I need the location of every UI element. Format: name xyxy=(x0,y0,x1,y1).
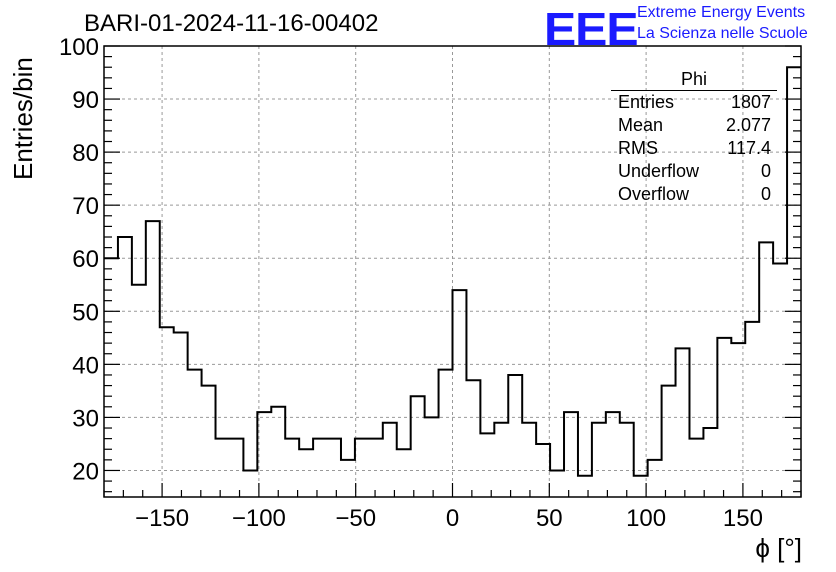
histogram-bin xyxy=(689,439,703,497)
histogram-bin xyxy=(564,412,578,497)
histogram-bin xyxy=(341,460,355,497)
histogram-bin xyxy=(773,264,787,497)
stats-label: Mean xyxy=(618,115,664,135)
y-tick-label: 30 xyxy=(72,405,99,432)
histogram-bin xyxy=(285,439,299,497)
histogram-bin xyxy=(313,439,327,497)
y-tick-label: 80 xyxy=(72,140,99,167)
histogram-bin xyxy=(216,439,230,497)
histogram-bin xyxy=(229,439,243,497)
histogram-bin xyxy=(425,417,439,497)
histogram-bin xyxy=(508,375,522,497)
stats-value: 0 xyxy=(760,161,771,181)
chart-title: BARI-01-2024-11-16-00402 xyxy=(84,10,379,37)
histogram-bin xyxy=(592,423,606,497)
stats-label: Overflow xyxy=(618,184,690,204)
logo-line-1: Extreme Energy Events xyxy=(637,4,806,21)
histogram-bin xyxy=(243,470,257,497)
histogram-bin xyxy=(327,439,341,497)
stats-value: 1807 xyxy=(730,92,771,112)
stats-value: 2.077 xyxy=(725,115,771,135)
y-tick-label: 20 xyxy=(72,458,99,485)
histogram-bin xyxy=(550,470,564,497)
histogram-bin xyxy=(578,476,592,497)
histogram-bin xyxy=(202,386,216,497)
stats-row: Mean 2.077 xyxy=(611,114,777,137)
histogram-outline xyxy=(104,66,801,477)
histogram-bars xyxy=(104,66,801,497)
y-axis-label: Entries/bin xyxy=(8,57,38,180)
x-tick-label: −50 xyxy=(335,505,376,532)
histogram-bin xyxy=(787,67,801,497)
eee-logo: EEE xyxy=(544,3,639,55)
histogram-bin xyxy=(466,380,480,497)
x-tick-label: 0 xyxy=(446,505,459,532)
x-tick-label: 50 xyxy=(536,505,563,532)
histogram-bin xyxy=(439,370,453,497)
stats-value: 117.4 xyxy=(727,138,771,158)
histogram-bin xyxy=(355,439,369,497)
histogram-bin xyxy=(271,407,285,497)
histogram-bin xyxy=(453,290,467,497)
histogram-bin xyxy=(146,221,160,497)
y-tick-label: 50 xyxy=(72,299,99,326)
y-tick-label: 60 xyxy=(72,246,99,273)
histogram-bin xyxy=(703,428,717,497)
y-tick-label: 100 xyxy=(59,34,99,61)
histogram-bin xyxy=(383,423,397,497)
histogram-bin xyxy=(411,396,425,497)
histogram-bin xyxy=(299,449,313,497)
x-tick-label: −100 xyxy=(232,505,286,532)
histogram-bin xyxy=(397,449,411,497)
stats-row: Underflow 0 xyxy=(611,160,777,183)
histogram-bin xyxy=(676,348,690,497)
histogram-bin xyxy=(118,237,132,497)
axis-ticks: −150 −100 −50 0 50 100 150 20 30 40 50 60 70 80 90 100 xyxy=(59,34,802,532)
stats-title: Phi xyxy=(611,68,777,91)
x-tick-label: 150 xyxy=(723,505,763,532)
histogram-bin xyxy=(369,439,383,497)
histogram-bin xyxy=(494,423,508,497)
histogram-bin xyxy=(480,433,494,497)
x-tick-label: −150 xyxy=(135,505,189,532)
histogram-bin xyxy=(174,333,188,497)
stats-row: Entries 1807 xyxy=(611,91,777,114)
x-tick-label: 100 xyxy=(626,505,666,532)
histogram-bin xyxy=(759,242,773,497)
x-axis-label: ϕ [°] xyxy=(755,533,802,563)
histogram-bin xyxy=(620,423,634,497)
y-tick-label: 70 xyxy=(72,193,99,220)
stats-label: RMS xyxy=(618,138,658,158)
stats-row: RMS 117.4 xyxy=(611,137,777,160)
histogram-bin xyxy=(104,258,118,497)
stats-label: Underflow xyxy=(618,161,700,181)
stats-row: Overflow 0 xyxy=(611,183,777,206)
stats-value: 0 xyxy=(760,184,771,204)
stats-label: Entries xyxy=(618,92,675,112)
histogram-bin xyxy=(522,423,536,497)
y-tick-label: 40 xyxy=(72,352,99,379)
histogram-bin xyxy=(648,460,662,497)
histogram-bin xyxy=(606,412,620,497)
histogram-bin xyxy=(132,285,146,497)
histogram-bin xyxy=(662,386,676,497)
stats-box: Phi Entries 1807 Mean 2.077 RMS 117.4 Under… xyxy=(611,68,777,206)
logo-line-2: La Scienza nelle Scuole xyxy=(637,25,808,42)
histogram-bin xyxy=(188,370,202,497)
y-tick-label: 90 xyxy=(72,87,99,114)
